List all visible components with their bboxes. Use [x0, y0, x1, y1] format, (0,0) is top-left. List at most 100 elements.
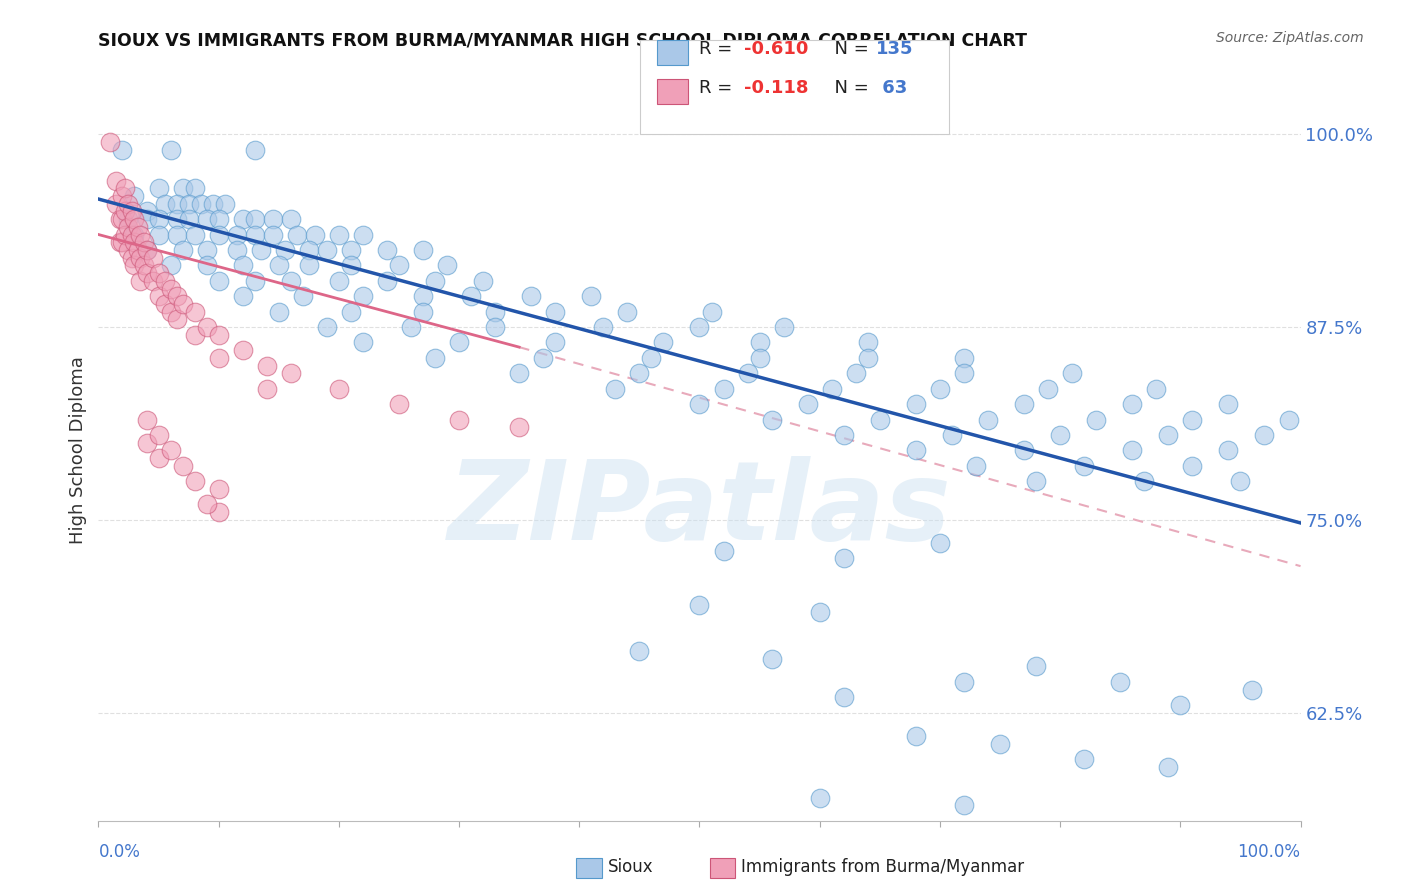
Point — [100, 135, 122, 149]
Point — [447, 412, 470, 426]
Point — [447, 335, 470, 350]
Point — [484, 304, 506, 318]
Point — [117, 212, 139, 227]
Point — [953, 351, 976, 365]
Point — [148, 451, 170, 466]
Text: -0.610: -0.610 — [744, 40, 808, 58]
Point — [616, 304, 638, 318]
Point — [713, 543, 735, 558]
Point — [340, 304, 363, 318]
Point — [148, 181, 170, 195]
Point — [605, 382, 627, 396]
Point — [1181, 458, 1204, 473]
Point — [1121, 443, 1143, 458]
Point — [352, 289, 374, 303]
Point — [1012, 443, 1035, 458]
Point — [291, 289, 314, 303]
Point — [953, 674, 976, 689]
Point — [352, 335, 374, 350]
Point — [121, 227, 143, 242]
Point — [111, 143, 134, 157]
Point — [153, 196, 176, 211]
Point — [1253, 428, 1275, 442]
Point — [183, 304, 205, 318]
Text: ZIPatlas: ZIPatlas — [447, 456, 952, 563]
Point — [280, 212, 302, 227]
Point — [700, 304, 723, 318]
Point — [484, 320, 506, 334]
Point — [298, 243, 321, 257]
Point — [148, 212, 170, 227]
Point — [713, 382, 735, 396]
Point — [114, 181, 136, 195]
Point — [132, 258, 155, 272]
Point — [208, 274, 231, 288]
Point — [412, 304, 434, 318]
Point — [208, 227, 231, 242]
Point — [628, 644, 651, 658]
Point — [135, 243, 157, 257]
Text: 100.0%: 100.0% — [1237, 843, 1301, 861]
Point — [328, 274, 350, 288]
Point — [328, 227, 350, 242]
Point — [172, 181, 194, 195]
Point — [628, 367, 651, 381]
Point — [127, 243, 149, 257]
Point — [225, 243, 247, 257]
Point — [124, 212, 146, 227]
Point — [105, 173, 128, 187]
Point — [232, 212, 254, 227]
Point — [141, 274, 163, 288]
Point — [904, 397, 927, 411]
Point — [105, 196, 128, 211]
Point — [159, 304, 181, 318]
Point — [928, 382, 950, 396]
Point — [129, 251, 152, 265]
Point — [592, 320, 614, 334]
Point — [1157, 759, 1180, 773]
Point — [111, 235, 134, 250]
Point — [117, 196, 139, 211]
Point — [298, 258, 321, 272]
Point — [808, 790, 831, 805]
Point — [135, 243, 157, 257]
Point — [243, 274, 266, 288]
Point — [249, 243, 271, 257]
Point — [340, 258, 363, 272]
Point — [1218, 443, 1240, 458]
Point — [195, 212, 218, 227]
Point — [544, 304, 567, 318]
Point — [856, 351, 879, 365]
Point — [232, 343, 254, 358]
Point — [315, 320, 337, 334]
Point — [124, 235, 146, 250]
Point — [688, 320, 710, 334]
Point — [1241, 682, 1264, 697]
Point — [159, 281, 181, 295]
Point — [141, 251, 163, 265]
Point — [832, 428, 855, 442]
Point — [328, 382, 350, 396]
Point — [127, 219, 149, 234]
Point — [208, 212, 231, 227]
Point — [135, 412, 157, 426]
Point — [953, 367, 976, 381]
Point — [472, 274, 495, 288]
Point — [412, 289, 434, 303]
Point — [267, 304, 290, 318]
Point — [953, 798, 976, 813]
Point — [262, 212, 284, 227]
Point — [166, 312, 188, 326]
Point — [208, 351, 231, 365]
Point — [520, 289, 543, 303]
Point — [129, 227, 152, 242]
Point — [315, 243, 337, 257]
Point — [280, 274, 302, 288]
Point — [423, 351, 446, 365]
Point — [1073, 752, 1095, 766]
Point — [399, 320, 422, 334]
Point — [1049, 428, 1071, 442]
Text: Sioux: Sioux — [607, 858, 652, 876]
Point — [869, 412, 891, 426]
Point — [1170, 698, 1192, 712]
